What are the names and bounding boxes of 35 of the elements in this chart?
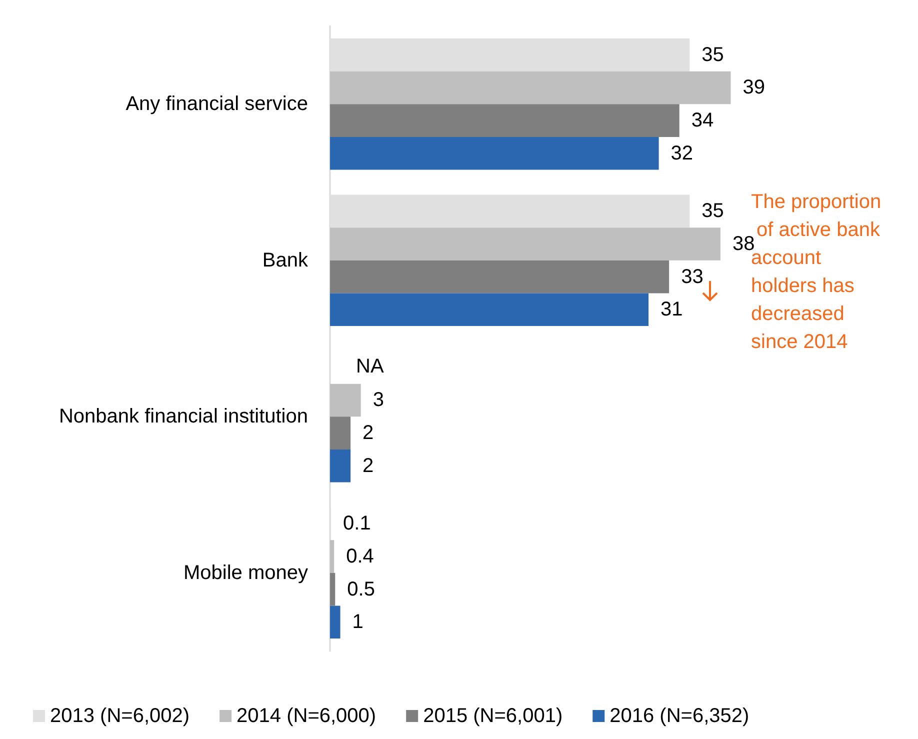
data-label: 32 xyxy=(670,142,694,164)
data-label: 2 xyxy=(362,454,374,477)
text: NA xyxy=(356,355,384,378)
data-label: 39 xyxy=(742,76,765,99)
legend-label: 2016 (N=6,352) xyxy=(610,705,750,727)
bar xyxy=(330,104,680,137)
y-tick-label: Bank xyxy=(262,249,309,272)
bar xyxy=(330,416,351,450)
data-label: 0.1 xyxy=(343,512,371,535)
data-label: 34 xyxy=(691,110,714,132)
bar xyxy=(330,449,351,482)
data-label: 31 xyxy=(660,298,683,321)
data-label: 2 xyxy=(362,422,374,444)
bar xyxy=(330,260,670,294)
data-label: 1 xyxy=(352,611,364,634)
bar xyxy=(330,71,731,104)
legend-label: 2014 (N=6,000) xyxy=(236,705,376,727)
legend-label: 2015 (N=6,001) xyxy=(423,705,563,727)
y-tick-label: Mobile money xyxy=(183,562,308,584)
data-label: 0.5 xyxy=(347,578,375,600)
data-label: 3 xyxy=(372,389,384,412)
bar xyxy=(330,293,649,326)
y-tick-label: Nonbank financial institution xyxy=(58,406,308,428)
bar xyxy=(330,384,361,417)
bar xyxy=(330,540,334,573)
bar xyxy=(330,228,720,260)
legend-label: 2013 (N=6,002) xyxy=(50,705,190,727)
data-label: 35 xyxy=(702,200,724,222)
bar xyxy=(330,136,659,170)
bar xyxy=(330,606,340,638)
data-label: 35 xyxy=(702,44,724,66)
data-label: 0.4 xyxy=(346,545,374,568)
y-tick-label: Any financial service xyxy=(126,93,308,116)
bar xyxy=(330,572,336,606)
data-label: 33 xyxy=(681,266,704,288)
